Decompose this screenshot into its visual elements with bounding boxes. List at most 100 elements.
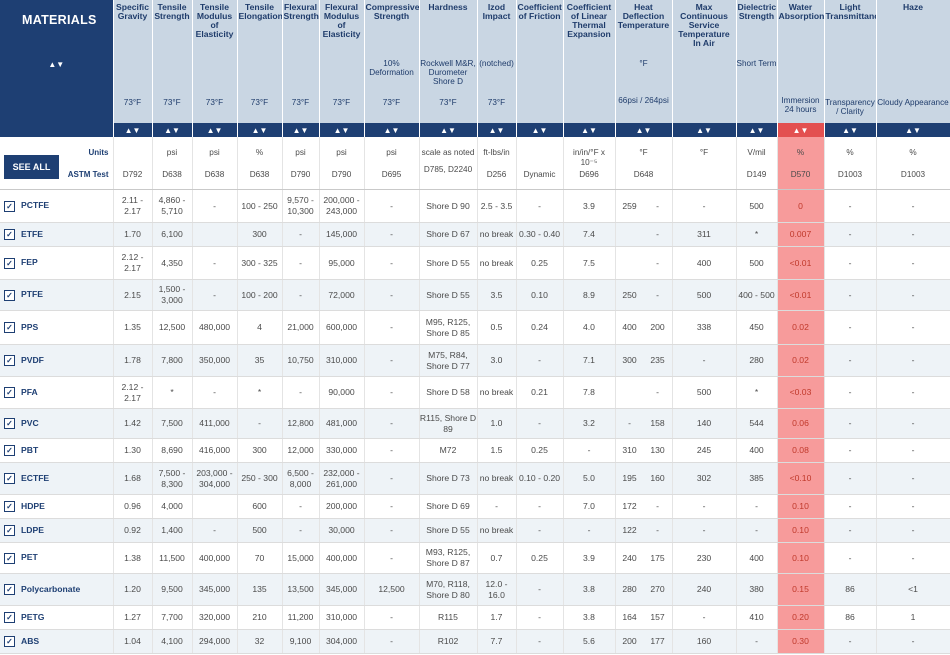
sort-icon[interactable]: ▲▼ [876, 123, 950, 137]
column-header-0[interactable]: Specific Gravity 73°F [113, 0, 153, 123]
material-checkbox[interactable]: ✓ [4, 636, 15, 648]
value-cell: 259 - [615, 189, 673, 223]
sort-icon[interactable]: ▲▼ [824, 123, 877, 137]
material-checkbox[interactable]: ✓ [4, 229, 15, 241]
material-name-link[interactable]: HDPE [21, 501, 45, 512]
column-header-2[interactable]: Tensile Modulus of Elasticity 73°F [192, 0, 238, 123]
sort-icon[interactable]: ▲▼ [48, 60, 65, 69]
column-header-11[interactable]: Heat Deflection Temperature °F 66psi / 264… [615, 0, 673, 123]
hdt-264psi-value: - [656, 387, 659, 397]
sort-icon[interactable]: ▲▼ [237, 123, 283, 137]
column-header-15[interactable]: Light Transmittance Transparency / Clarit… [824, 0, 877, 123]
material-name-cell: ✓ ABS [0, 629, 114, 654]
material-name-link[interactable]: ABS [21, 636, 40, 647]
sort-icon[interactable]: ▲▼ [364, 123, 420, 137]
value-cell: 1.27 [113, 605, 153, 630]
value-cell: 0.21 [516, 376, 564, 409]
sort-icon[interactable]: ▲▼ [563, 123, 616, 137]
hdt-66psi-value: 280 [622, 584, 637, 594]
material-name-link[interactable]: FEP [21, 257, 38, 268]
hdt-264psi-value: 175 [650, 552, 665, 563]
column-header-1[interactable]: Tensile Strength 73°F [152, 0, 193, 123]
sort-icon[interactable]: ▲▼ [192, 123, 238, 137]
material-name-link[interactable]: PBT [21, 445, 39, 456]
column-header-3[interactable]: Tensile Elongation 73°F [237, 0, 283, 123]
value-cell: 8,690 [152, 438, 193, 463]
sort-icon[interactable]: ▲▼ [672, 123, 737, 137]
column-header-10[interactable]: Coefficient of Linear Thermal Expansion [563, 0, 616, 123]
material-checkbox[interactable]: ✓ [4, 552, 15, 564]
material-checkbox[interactable]: ✓ [4, 289, 15, 301]
value-cell: <0.01 [777, 246, 825, 280]
sort-icon[interactable]: ▲▼ [152, 123, 193, 137]
material-checkbox[interactable]: ✓ [4, 445, 15, 457]
value-cell: - [672, 344, 737, 377]
material-name-link[interactable]: PPS [21, 322, 39, 333]
astm-test: Dynamic [523, 170, 556, 179]
material-name-link[interactable]: PETG [21, 612, 45, 623]
value-cell: - [736, 629, 778, 654]
unit-text: scale as noted [421, 148, 475, 157]
column-header-8[interactable]: Izod Impact (notched) 73°F [477, 0, 517, 123]
material-checkbox[interactable]: ✓ [4, 355, 15, 367]
value-cell: - [516, 629, 564, 654]
value-cell: 12.0 - 16.0 [477, 573, 517, 606]
value-cell: 140 [672, 408, 737, 439]
material-checkbox[interactable]: ✓ [4, 257, 15, 269]
column-header-7[interactable]: Hardness Rockwell M&R, Durometer Shore D 7… [419, 0, 478, 123]
material-checkbox[interactable]: ✓ [4, 612, 15, 624]
materials-header[interactable]: MATERIALS ▲▼ [0, 0, 114, 123]
column-header-5[interactable]: Flexural Modulus of Elasticity 73°F [319, 0, 365, 123]
material-checkbox[interactable]: ✓ [4, 584, 15, 596]
value-cell: 4.0 [563, 310, 616, 345]
column-header-13[interactable]: Dielectric Strength Short Term [736, 0, 778, 123]
value-cell: - [824, 518, 877, 543]
value-cell: 0.24 [516, 310, 564, 345]
material-name-link[interactable]: PTFE [21, 289, 43, 300]
material-name-link[interactable]: Polycarbonate [21, 584, 81, 595]
unit-text: °F [699, 148, 709, 157]
value-cell: 2.15 [113, 279, 153, 311]
value-cell: 200,000 [319, 494, 365, 519]
sort-icon[interactable]: ▲▼ [319, 123, 365, 137]
column-header-9[interactable]: Coefficient of Friction [516, 0, 564, 123]
sort-icon[interactable]: ▲▼ [419, 123, 478, 137]
column-header-12[interactable]: Max Continuous Service Temperature In Ai… [672, 0, 737, 123]
material-checkbox[interactable]: ✓ [4, 387, 15, 399]
material-name-link[interactable]: ECTFE [21, 473, 50, 484]
material-name-link[interactable]: PVC [21, 418, 39, 429]
sort-icon[interactable]: ▲▼ [615, 123, 673, 137]
material-checkbox[interactable]: ✓ [4, 501, 15, 513]
material-checkbox[interactable]: ✓ [4, 473, 15, 485]
sort-icon[interactable]: ▲▼ [736, 123, 778, 137]
column-condition: Immersion 24 hours [781, 96, 820, 114]
value-cell: 0.20 [777, 605, 825, 630]
column-header-4[interactable]: Flexural Strength 73°F [282, 0, 320, 123]
material-checkbox[interactable]: ✓ [4, 418, 15, 430]
material-name-link[interactable]: PVDF [21, 355, 44, 366]
material-checkbox[interactable]: ✓ [4, 200, 15, 212]
sort-icon[interactable]: ▲▼ [477, 123, 517, 137]
value-cell: 11,500 [152, 542, 193, 574]
value-cell: M75, R84, Shore D 77 [419, 344, 478, 377]
material-name-link[interactable]: LDPE [21, 525, 44, 536]
material-name-link[interactable]: ETFE [21, 229, 43, 240]
material-checkbox[interactable]: ✓ [4, 525, 15, 537]
material-checkbox[interactable]: ✓ [4, 322, 15, 334]
value-cell: 544 [736, 408, 778, 439]
material-name-link[interactable]: PFA [21, 387, 38, 398]
value-cell: 7,800 [152, 344, 193, 377]
material-name-cell: ✓ PPS [0, 310, 114, 345]
sort-icon[interactable]: ▲▼ [113, 123, 153, 137]
value-cell: 416,000 [192, 438, 238, 463]
material-name-link[interactable]: PCTFE [21, 200, 50, 211]
table-row: ✓ PVDF 1.78 7,800 350,000 35 10,750 310,000- M75… [0, 344, 950, 377]
column-header-6[interactable]: Compressive Strength 10% Deformation 73°F [364, 0, 420, 123]
see-all-button[interactable]: SEE ALL [4, 155, 59, 179]
column-header-14[interactable]: Water Absorption Immersion 24 hours [777, 0, 825, 123]
sort-icon[interactable]: ▲▼ [516, 123, 564, 137]
material-name-link[interactable]: PET [21, 552, 38, 563]
column-header-16[interactable]: Haze Cloudy Appearance [876, 0, 950, 123]
sort-icon[interactable]: ▲▼ [777, 123, 825, 137]
sort-icon[interactable]: ▲▼ [282, 123, 320, 137]
